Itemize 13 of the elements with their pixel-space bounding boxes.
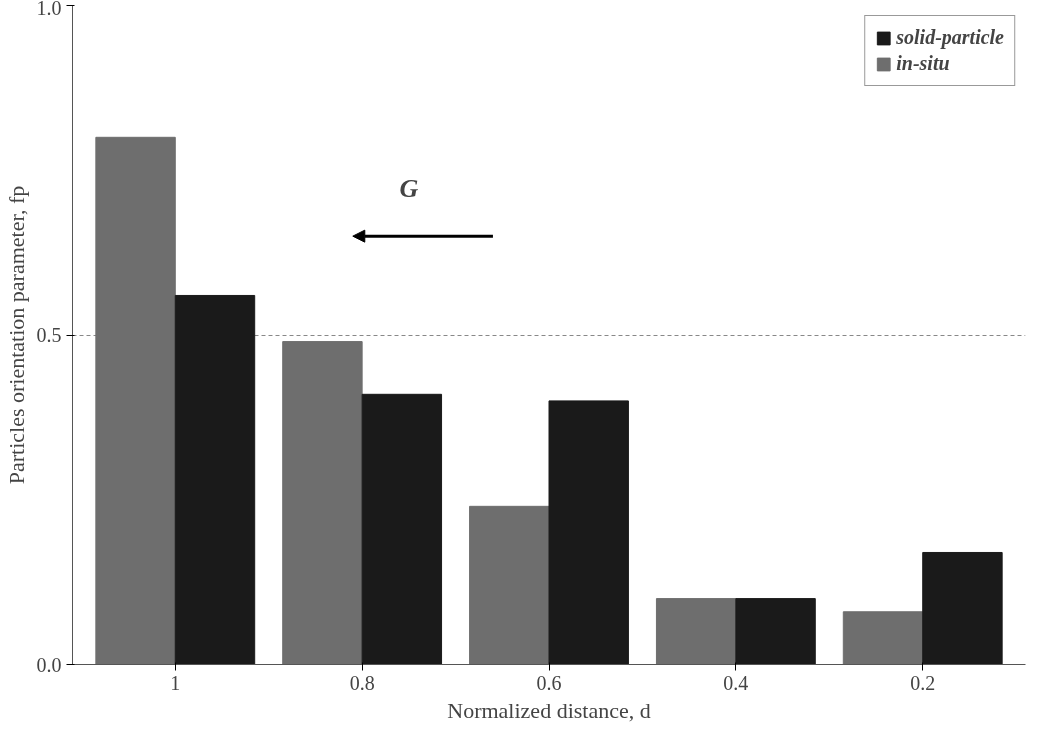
x-tick-label: 0.4: [723, 671, 749, 694]
x-axis-title: Normalized distance, d: [447, 697, 651, 723]
legend-label: in-situ: [896, 52, 950, 75]
legend-label: solid-particle: [896, 26, 1004, 49]
x-tick-label: 1: [170, 671, 181, 694]
x-tick-label: 0.6: [536, 671, 562, 694]
y-tick-label: 0.0: [36, 653, 62, 676]
y-axis-title: Particles orientation parameter, fp: [3, 185, 29, 485]
x-tick-label: 0.8: [349, 671, 375, 694]
y-tick-label: 1.0: [36, 0, 62, 19]
y-tick-label: 0.5: [36, 324, 62, 346]
annotation: G: [399, 174, 419, 204]
x-tick-label: 0.2: [910, 671, 936, 694]
